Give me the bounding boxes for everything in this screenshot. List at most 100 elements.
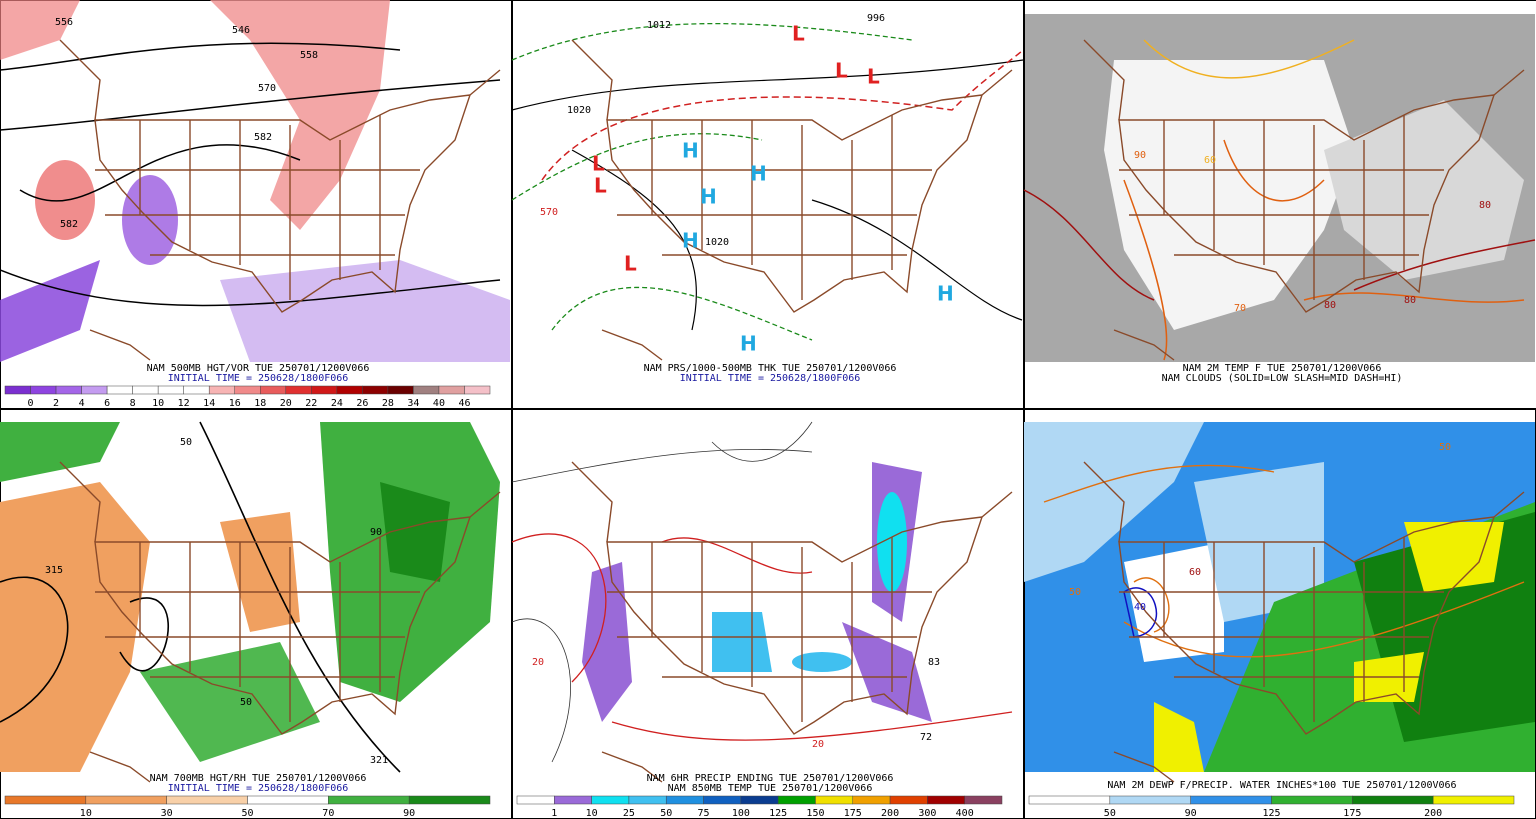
colorbar-box (387, 385, 414, 395)
colorbar-label: 46 (458, 398, 470, 409)
map-label: 80 (1404, 295, 1416, 306)
map-label: 558 (300, 50, 318, 61)
colorbar-label: 200 (881, 808, 899, 819)
panel-caption: NAM 6HR PRECIP ENDING TUE 250701/1200V06… (647, 773, 894, 784)
colorbar-box (234, 385, 261, 395)
colorbar-box (516, 795, 555, 805)
colorbar-box (964, 795, 1003, 805)
colorbar-box (413, 385, 440, 395)
colorbar-label: 16 (229, 398, 241, 409)
map-label: 570 (258, 83, 276, 94)
colorbar-box (166, 795, 248, 805)
low-label: L (835, 59, 848, 83)
map-label: 1020 (705, 237, 729, 248)
colorbar-box (464, 385, 491, 395)
map-label: 996 (867, 13, 885, 24)
map-label: 556 (55, 17, 73, 28)
colorbar-box (4, 385, 31, 395)
colorbar-box (362, 385, 389, 395)
high-label: H (682, 229, 699, 253)
high-label: H (682, 139, 699, 163)
panel-caption: NAM 2M TEMP F TUE 250701/1200V066 (1183, 363, 1382, 374)
colorbar-label: 175 (844, 808, 862, 819)
colorbar-box (328, 795, 410, 805)
colorbar-box (408, 795, 491, 805)
colorbar-box (1352, 795, 1434, 805)
map-label: 20 (812, 739, 824, 750)
colorbar-label: 125 (1262, 808, 1280, 819)
low-markers: L L L L L L (592, 22, 880, 276)
panel-caption: NAM 700MB HGT/RH TUE 250701/1200V066 (150, 773, 367, 784)
colorbar-box (132, 385, 159, 395)
colorbar-box (815, 795, 854, 805)
colorbar-label: 24 (331, 398, 343, 409)
colorbar-box (81, 385, 108, 395)
map-label: 20 (532, 657, 544, 668)
colorbar-box (927, 795, 965, 805)
map-dewpoint: 50 50 40 60 (1024, 422, 1535, 783)
map-label: 321 (370, 755, 388, 766)
colorbar-box (4, 795, 87, 805)
colorbar-label: 300 (918, 808, 936, 819)
colorbar-box (1190, 795, 1272, 805)
colorbar-label: 200 (1424, 808, 1442, 819)
colorbar-box (260, 385, 287, 395)
panel-caption: INITIAL TIME = 250628/1800F066 (168, 373, 349, 384)
colorbar-box (628, 795, 667, 805)
panel-caption: NAM 2M DEWP F/PRECIP. WATER INCHES*100 T… (1107, 780, 1456, 791)
colorbar-box (438, 385, 465, 395)
panel-caption: INITIAL TIME = 250628/1800F066 (168, 783, 349, 794)
colorbar-label: 34 (407, 398, 419, 409)
map-label: 50 (180, 437, 192, 448)
colorbar-label: 50 (241, 808, 253, 819)
low-label: L (624, 252, 637, 276)
colorbar-box (183, 385, 210, 395)
colorbar-label: 50 (1104, 808, 1116, 819)
map-label: 315 (45, 565, 63, 576)
colorbar-label: 40 (433, 398, 445, 409)
colorbar-label: 100 (732, 808, 750, 819)
colorbar-label: 2 (53, 398, 59, 409)
colorbar-label: 18 (254, 398, 266, 409)
colorbar-label: 70 (322, 808, 334, 819)
map-label: 546 (232, 25, 250, 36)
map-500mb: 556 546 558 570 582 582 (0, 0, 510, 362)
map-label: 1012 (647, 20, 671, 31)
panel-caption: INITIAL TIME = 250628/1800F066 (680, 373, 861, 384)
colorbar-label: 28 (382, 398, 394, 409)
map-label: 50 (1069, 587, 1081, 598)
colorbar-box (336, 385, 363, 395)
colorbar-box (852, 795, 891, 805)
map-precip: 20 20 72 83 (511, 421, 1013, 783)
map-label: 72 (920, 732, 932, 743)
colorbar-box (85, 795, 167, 805)
high-label: H (700, 185, 717, 209)
colorbar-label: 10 (80, 808, 92, 819)
colorbar-label: 20 (280, 398, 292, 409)
colorbar-label: 26 (356, 398, 368, 409)
colorbar-label: 6 (104, 398, 110, 409)
colorbar-label: 12 (178, 398, 190, 409)
map-label: 50 (1439, 442, 1451, 453)
colorbar-label: 10 (586, 808, 598, 819)
colorbar-label: 25 (623, 808, 635, 819)
map-label: 80 (1479, 200, 1491, 211)
panel-caption: NAM PRS/1000-500MB THK TUE 250701/1200V0… (644, 363, 897, 374)
colorbar-label: 75 (698, 808, 710, 819)
colorbar-box (106, 385, 133, 395)
colorbar-label: 4 (79, 398, 85, 409)
colorbar-box (889, 795, 928, 805)
colorbar-box (285, 385, 312, 395)
map-label: 70 (1234, 303, 1246, 314)
map-label: 90 (1134, 150, 1146, 161)
low-label: L (792, 22, 805, 46)
map-label: 60 (1204, 155, 1216, 166)
colorbar-box (665, 795, 704, 805)
colorbar-label: 30 (161, 808, 173, 819)
colorbar-box (1432, 795, 1515, 805)
colorbar-label: 22 (305, 398, 317, 409)
panel-caption: NAM 500MB HGT/VOR TUE 250701/1200V066 (147, 363, 370, 374)
colorbar-label: 175 (1343, 808, 1361, 819)
map-label: 1020 (567, 105, 591, 116)
